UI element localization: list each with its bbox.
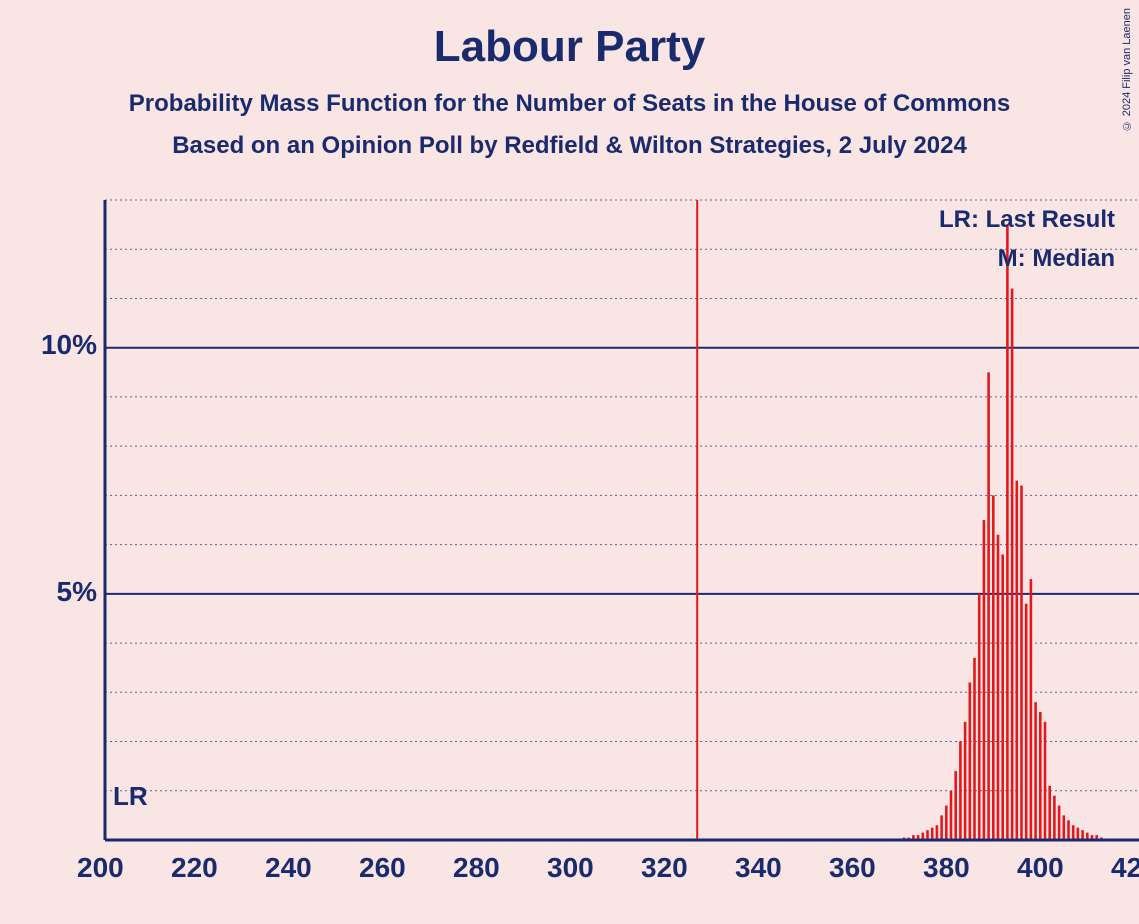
x-tick-label: 200 (77, 852, 124, 884)
x-tick-label: 220 (171, 852, 218, 884)
x-tick-label: 360 (829, 852, 876, 884)
x-tick-label: 260 (359, 852, 406, 884)
legend-lr: LR: Last Result (939, 206, 1115, 234)
y-tick-label: 10% (41, 329, 97, 361)
lr-marker-label: LR (113, 781, 148, 812)
y-tick-label: 5% (57, 576, 97, 608)
x-tick-label: 420 (1111, 852, 1139, 884)
x-tick-label: 280 (453, 852, 500, 884)
x-tick-label: 240 (265, 852, 312, 884)
x-tick-label: 380 (923, 852, 970, 884)
x-tick-label: 340 (735, 852, 782, 884)
x-tick-label: 300 (547, 852, 594, 884)
legend-m: M: Median (998, 245, 1115, 273)
x-tick-label: 320 (641, 852, 688, 884)
pmf-chart (0, 0, 1139, 924)
x-tick-label: 400 (1017, 852, 1064, 884)
